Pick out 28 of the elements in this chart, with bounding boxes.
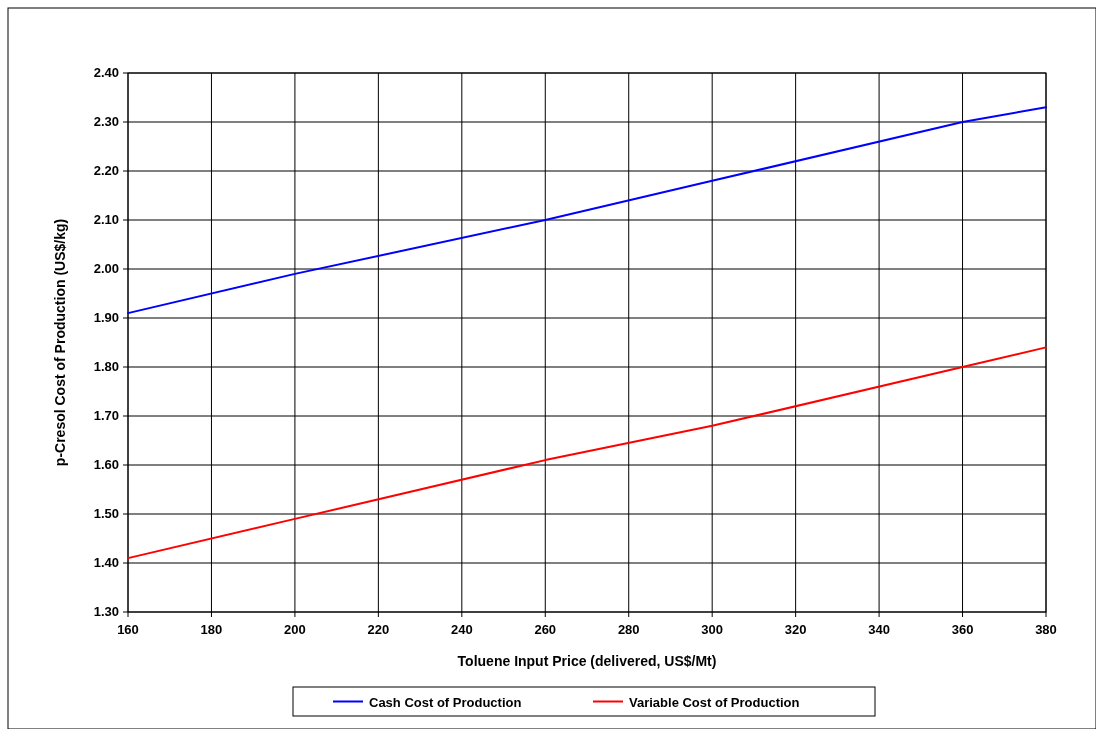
legend-label: Cash Cost of Production: [369, 694, 522, 710]
legend-label: Variable Cost of Production: [629, 694, 800, 710]
y-tick-label: 1.40: [93, 555, 119, 570]
y-tick-label: 1.30: [93, 604, 119, 619]
y-tick-label: 1.50: [93, 506, 119, 521]
x-tick-label: 280: [617, 622, 640, 637]
x-axis-title: Toluene Input Price (delivered, US$/Mt): [457, 653, 717, 669]
x-tick-label: 380: [1035, 622, 1057, 637]
y-tick-label: 2.30: [93, 114, 119, 129]
y-tick-label: 2.40: [93, 65, 119, 80]
x-tick-label: 240: [450, 622, 473, 637]
y-tick-label: 1.90: [93, 310, 119, 325]
x-tick-label: 180: [200, 622, 223, 637]
y-tick-label: 2.00: [93, 261, 119, 276]
x-tick-label: 160: [117, 622, 139, 637]
y-tick-label: 1.80: [93, 359, 119, 374]
y-axis-title: p-Cresol Cost of Production (US$/kg): [52, 218, 68, 467]
x-tick-label: 320: [784, 622, 807, 637]
x-tick-label: 300: [701, 622, 724, 637]
y-tick-label: 2.20: [93, 163, 119, 178]
y-tick-label: 1.70: [93, 408, 119, 423]
y-tick-label: 1.60: [93, 457, 119, 472]
x-tick-label: 260: [534, 622, 557, 637]
x-tick-label: 340: [868, 622, 890, 637]
x-tick-label: 200: [284, 622, 306, 637]
y-tick-label: 2.10: [93, 212, 119, 227]
x-tick-label: 360: [951, 622, 974, 637]
x-tick-label: 220: [367, 622, 390, 637]
